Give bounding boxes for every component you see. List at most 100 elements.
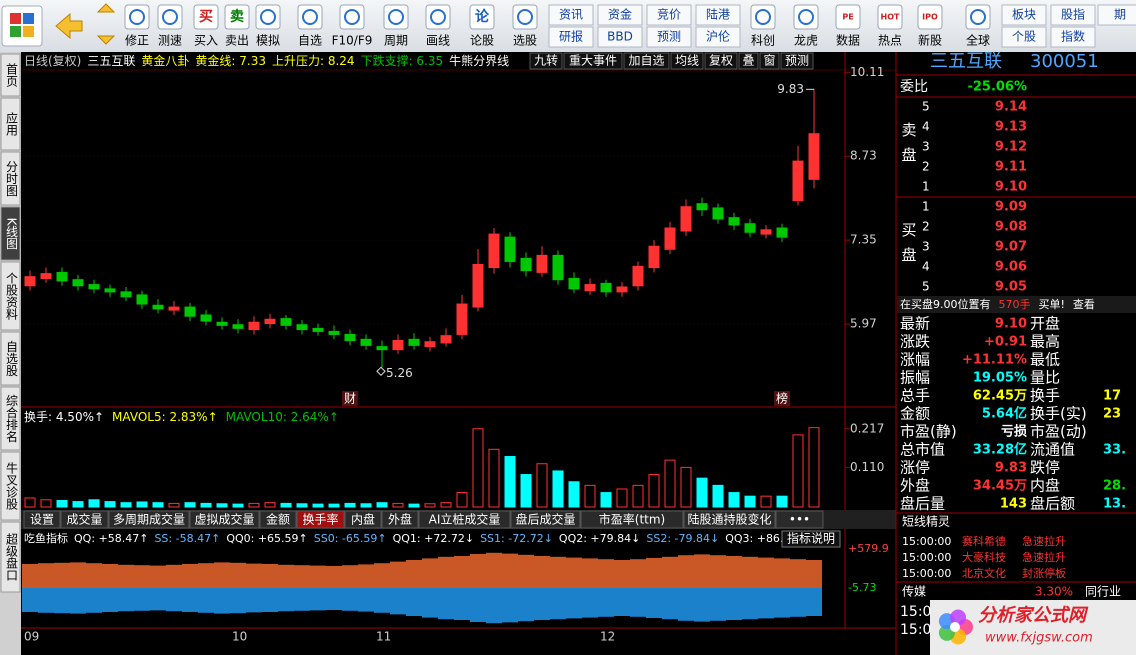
toolbar-label[interactable]: 周期 xyxy=(384,34,408,48)
side-tab-label[interactable]: 牛叉诊股 xyxy=(5,461,19,511)
tab[interactable] xyxy=(418,510,511,529)
chart-button[interactable] xyxy=(704,52,738,70)
tab[interactable] xyxy=(683,510,776,529)
toolbar-small-button[interactable] xyxy=(548,26,594,48)
chart-button[interactable] xyxy=(759,52,780,70)
toolbar-icon[interactable] xyxy=(793,4,819,30)
side-tab[interactable] xyxy=(0,331,21,386)
side-tab[interactable] xyxy=(0,53,21,97)
toolbar-label[interactable]: 画线 xyxy=(426,34,450,48)
toolbar-label[interactable]: 沪伦 xyxy=(706,29,730,44)
toolbar-label[interactable]: 科创 xyxy=(751,34,775,48)
indicator-button[interactable] xyxy=(781,530,841,548)
tab-label[interactable]: 设置 xyxy=(30,513,54,527)
chart-button-label[interactable]: 九转 xyxy=(534,53,558,68)
toolbar-icon[interactable] xyxy=(193,4,219,30)
toolbar-label[interactable]: 模拟 xyxy=(256,34,280,48)
side-tab-label[interactable]: 首页 xyxy=(5,63,19,88)
toolbar-label[interactable]: F10/F9 xyxy=(332,34,373,48)
toolbar-icon[interactable] xyxy=(224,4,250,30)
toolbar-label[interactable]: 预测 xyxy=(657,30,681,44)
tab[interactable] xyxy=(259,510,297,529)
side-tab-label[interactable]: 超级盘口 xyxy=(5,532,19,581)
tab-label[interactable]: 成交量 xyxy=(66,512,102,527)
side-tab-label[interactable]: 个股资料 xyxy=(5,272,19,320)
side-tab-label[interactable]: K线图 xyxy=(5,218,19,250)
toolbar-label[interactable]: 个股 xyxy=(1012,30,1036,44)
tab[interactable] xyxy=(344,510,382,529)
toolbar-label[interactable]: 龙虎 xyxy=(794,34,818,48)
toolbar-icon[interactable] xyxy=(917,4,943,30)
tab-label[interactable]: 陆股通持股变化 xyxy=(687,512,771,527)
toolbar-label[interactable]: 研报 xyxy=(559,29,583,44)
toolbar-icon[interactable] xyxy=(835,4,861,30)
side-tab-label[interactable]: 自选股 xyxy=(5,340,19,377)
indicator-button-label[interactable]: 指标说明 xyxy=(787,531,835,546)
toolbar-label[interactable]: 论股 xyxy=(470,34,494,48)
toolbar-small-button[interactable] xyxy=(646,26,692,48)
side-tab-label[interactable]: 综合排名 xyxy=(5,394,19,442)
chart-button-label[interactable]: 均线 xyxy=(675,54,699,68)
side-tab[interactable] xyxy=(0,151,21,206)
toolbar-label[interactable]: BBD xyxy=(607,30,633,44)
tab[interactable] xyxy=(381,510,419,529)
chart-button-label[interactable]: 预测 xyxy=(785,54,809,68)
toolbar-icon[interactable] xyxy=(255,4,281,30)
toolbar-label[interactable]: 全球 xyxy=(966,33,990,48)
chart-button[interactable] xyxy=(563,52,623,70)
side-tab[interactable] xyxy=(0,521,21,593)
tab[interactable] xyxy=(60,510,109,529)
tab-label[interactable]: 虚拟成交量 xyxy=(194,512,254,527)
toolbar-icon[interactable] xyxy=(877,4,903,30)
side-tab-label[interactable]: 应用 xyxy=(5,111,19,137)
toolbar-label[interactable]: 竞价 xyxy=(657,8,681,22)
tab-label[interactable]: 金额 xyxy=(266,512,290,527)
toolbar-icon[interactable] xyxy=(965,4,991,30)
toolbar-label[interactable]: 陆港 xyxy=(706,7,730,22)
side-tab-label[interactable]: 分时图 xyxy=(5,160,19,196)
tab-label[interactable]: 多周期成交量 xyxy=(113,512,185,527)
toolbar-small-button[interactable] xyxy=(1001,26,1047,48)
toolbar-icon[interactable] xyxy=(750,4,776,30)
toolbar-label[interactable]: 选股 xyxy=(513,34,537,48)
toolbar-small-button[interactable] xyxy=(597,4,643,26)
chart-button-label[interactable]: 重大事件 xyxy=(569,54,617,68)
chart-button[interactable] xyxy=(623,52,670,70)
tab[interactable] xyxy=(775,510,824,529)
chart-button-label[interactable]: 复权 xyxy=(709,54,733,68)
toolbar-label[interactable]: 热点 xyxy=(878,34,902,48)
page-arrows[interactable] xyxy=(96,3,116,45)
toolbar-icon[interactable] xyxy=(157,4,183,30)
toolbar-label[interactable]: 自选 xyxy=(298,34,322,48)
chart-button[interactable] xyxy=(738,52,759,70)
chart-button-label[interactable]: 加自选 xyxy=(628,54,664,68)
tab[interactable] xyxy=(580,510,684,529)
tab-label[interactable]: AI立桩成交量 xyxy=(429,512,501,527)
toolbar-icon[interactable] xyxy=(469,4,495,30)
toolbar-icon[interactable] xyxy=(425,4,451,30)
chart-button-label[interactable]: 窗 xyxy=(763,54,775,68)
toolbar-small-button[interactable] xyxy=(548,4,594,26)
toolbar-label[interactable]: 卖出 xyxy=(225,34,249,48)
toolbar-small-button[interactable] xyxy=(1050,26,1096,48)
toolbar-label[interactable]: 指数 xyxy=(1061,29,1085,44)
chart-button[interactable] xyxy=(670,52,704,70)
toolbar-label[interactable]: 新股 xyxy=(918,33,942,48)
toolbar-icon[interactable] xyxy=(297,4,323,30)
toolbar-small-button[interactable] xyxy=(1050,4,1096,26)
tab-label[interactable]: 外盘 xyxy=(388,512,412,527)
logo-button[interactable] xyxy=(1,5,43,47)
chart-button[interactable] xyxy=(529,52,563,70)
side-tab[interactable] xyxy=(0,261,21,331)
toolbar-label[interactable]: 测速 xyxy=(158,34,182,48)
chart-button-label[interactable]: 叠 xyxy=(742,54,754,68)
toolbar-small-button[interactable] xyxy=(646,4,692,26)
tab[interactable] xyxy=(23,510,61,529)
toolbar-label[interactable]: 期 xyxy=(1114,8,1126,22)
toolbar-label[interactable]: 修正 xyxy=(125,33,149,48)
side-tab[interactable] xyxy=(0,97,21,151)
tab-label[interactable]: 换手率 xyxy=(302,512,338,527)
side-tab[interactable] xyxy=(0,451,21,521)
toolbar-small-button[interactable] xyxy=(597,26,643,48)
toolbar-small-button[interactable] xyxy=(695,4,741,26)
